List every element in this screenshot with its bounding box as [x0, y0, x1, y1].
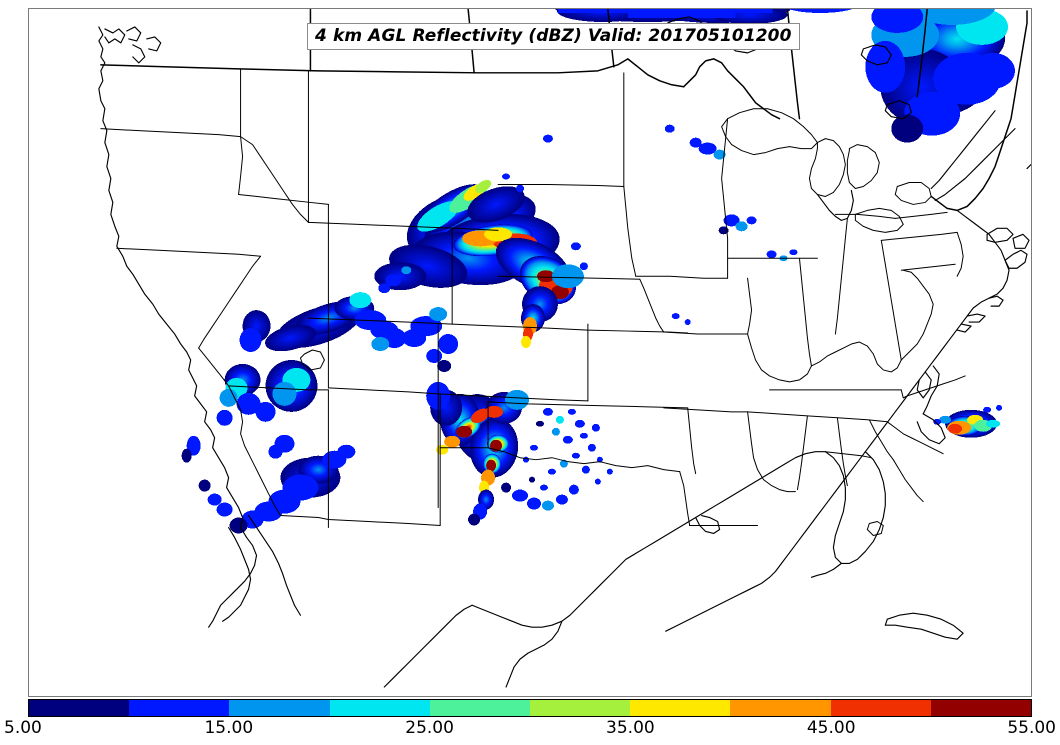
colorbar-band	[830, 700, 931, 716]
colorbar-band	[630, 700, 731, 716]
echo-region-southwest	[181, 435, 356, 534]
colorbar-tick-labels: 5.00 15.00 25.00 35.00 45.00 55.00	[0, 717, 1060, 743]
echo-region-great-basin	[216, 292, 459, 459]
colorbar-tick: 35.00	[606, 718, 655, 738]
colorbar-band	[229, 700, 330, 716]
colorbar-band	[530, 700, 631, 716]
colorbar-band	[429, 700, 531, 716]
map-title: 4 km AGL Reflectivity (dBZ) Valid: 20170…	[307, 23, 800, 50]
echo-region-atlantic-cell	[933, 404, 1003, 438]
echo-region-upper-midwest	[542, 124, 798, 326]
colorbar-tick: 25.00	[405, 718, 454, 738]
echo-region-southern-plains	[426, 381, 579, 526]
geography-layer	[98, 9, 1031, 688]
colorbar-band	[129, 700, 230, 716]
radar-map-panel	[28, 8, 1032, 697]
colorbar-tick: 5.00	[4, 718, 42, 738]
echo-region-quebec	[865, 9, 1016, 143]
map-canvas	[98, 9, 1031, 688]
echo-region-kansas-scattered	[523, 407, 613, 491]
colorbar-band	[29, 700, 130, 716]
echo-region-northern-border	[554, 9, 853, 24]
colorbar-band	[329, 700, 430, 716]
reflectivity-colorbar	[28, 699, 1032, 717]
colorbar-band	[730, 700, 831, 716]
colorbar-band	[930, 700, 1032, 716]
radar-reflectivity-layer	[181, 9, 1016, 534]
colorbar-tick: 15.00	[204, 718, 254, 738]
colorbar-tick: 45.00	[806, 718, 856, 738]
colorbar-tick: 55.00	[1007, 718, 1056, 738]
echo-region-northern-plains-mcs	[374, 173, 588, 349]
